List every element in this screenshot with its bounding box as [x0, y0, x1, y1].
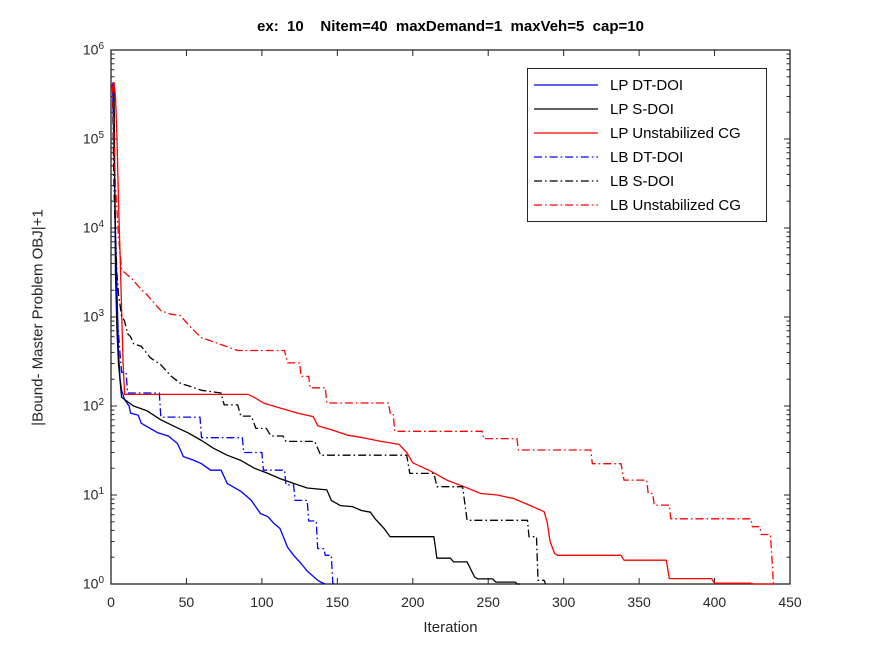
legend-line-sample — [534, 156, 598, 158]
x-tick-label: 150 — [325, 594, 349, 610]
legend: LP DT-DOI LP S-DOI LP Unstabilized CG LB DT… — [527, 68, 767, 222]
legend-line-sample — [534, 132, 598, 134]
series-lp-dt-doi — [111, 83, 326, 585]
legend-entry: LB Unstabilized CG — [528, 193, 766, 217]
legend-entry-label: LP S-DOI — [610, 100, 674, 118]
x-tick-label: 450 — [778, 594, 802, 610]
x-tick-label: 250 — [476, 594, 500, 610]
legend-entry: LP DT-DOI — [528, 73, 766, 97]
y-tick-label: 103 — [82, 308, 104, 325]
legend-line-sample — [534, 204, 598, 206]
x-tick-label: 350 — [627, 594, 651, 610]
x-axis-label: Iteration — [423, 619, 478, 636]
legend-entry: LB DT-DOI — [528, 145, 766, 169]
legend-entry-label: LP DT-DOI — [610, 76, 684, 94]
legend-entry: LB S-DOI — [528, 169, 766, 193]
x-tick-label: 400 — [702, 594, 727, 610]
legend-line-sample — [534, 108, 598, 110]
x-tick-label: 100 — [250, 594, 274, 610]
x-tick-label: 300 — [551, 594, 576, 610]
y-tick-label: 105 — [82, 130, 104, 147]
series-lb-dt-doi — [111, 85, 335, 585]
y-tick-label: 102 — [82, 397, 104, 414]
legend-entry: LP Unstabilized CG — [528, 121, 766, 145]
legend-entry: LP S-DOI — [528, 97, 766, 121]
y-tick-label: 100 — [82, 575, 104, 592]
legend-entry-label: LP Unstabilized CG — [610, 124, 741, 142]
legend-entry-label: LB DT-DOI — [610, 148, 684, 166]
series-lb-unstabilized-cg — [111, 85, 775, 585]
x-tick-label: 200 — [401, 594, 425, 610]
series-lb-s-doi — [111, 85, 547, 585]
y-tick-label: 101 — [82, 486, 104, 503]
y-tick-label: 106 — [82, 41, 104, 58]
legend-line-sample — [534, 180, 598, 182]
legend-entry-label: LB S-DOI — [610, 172, 675, 190]
x-tick-label: 0 — [107, 594, 115, 610]
chart-title: ex: 10 Nitem=40 maxDemand=1 maxVeh=5 cap… — [257, 18, 644, 35]
x-tick-label: 50 — [178, 594, 195, 610]
series-lp-s-doi — [112, 82, 520, 585]
legend-entry-label: LB Unstabilized CG — [610, 196, 741, 214]
series-lp-unstabilized-cg — [112, 81, 775, 585]
y-tick-label: 104 — [82, 219, 104, 236]
legend-line-sample — [534, 84, 598, 86]
